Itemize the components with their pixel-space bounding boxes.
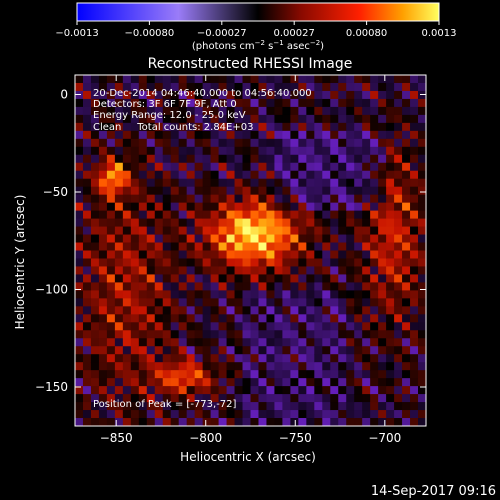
x-tick-label: −750 [279,431,312,445]
colorbar-tick-label: 0.0013 [422,28,457,39]
colorbar-tick-label: 0.00027 [274,28,315,39]
colorbar-tick-label: −0.0013 [55,28,98,39]
y-tick-label: −50 [43,185,68,199]
x-tick-label: −850 [100,431,133,445]
colorbar-ticks: −0.0013 −0.00080 −0.00027 0.00027 0.00080 0.0… [55,21,457,39]
footer-date: 14-Sep-2017 09:16 [371,484,496,499]
colorbar-tick-label: 0.00080 [346,28,387,39]
y-tick-label: −150 [35,380,68,394]
chart-title: Reconstructed RHESSI Image [148,56,353,72]
axes: −850 −800 −750 −700 0 −50 −100 −150 [35,75,426,445]
info-line-2: Energy Range: 12.0 - 25.0 keV [93,110,246,121]
peak-position-label: Position of Peak = [-773,-72] [93,399,237,410]
plot-frame [74,74,427,427]
colorbar-tick-label: −0.00027 [197,28,247,39]
y-axis-label: Heliocentric Y (arcsec) [13,195,27,330]
colorbar-tick-label: −0.00080 [125,28,175,39]
info-line-1: Detectors: 3F 6F 7F 9F, Att 0 [93,99,237,110]
y-tick-label: 0 [60,88,68,102]
info-line-3: Clean Total counts: 2.84E+03 [93,122,253,133]
x-tick-label: −700 [368,431,401,445]
info-line-0: 20-Dec-2014 04:46:40.000 to 04:56:40.000 [93,88,312,99]
heatmap-image [75,75,427,427]
x-axis-label: Heliocentric X (arcsec) [180,450,316,464]
x-tick-label: −800 [189,431,222,445]
colorbar [76,2,440,22]
colorbar-units: (photons cm−2 s−1 asec−2) [192,39,324,52]
y-tick-label: −100 [35,283,68,297]
